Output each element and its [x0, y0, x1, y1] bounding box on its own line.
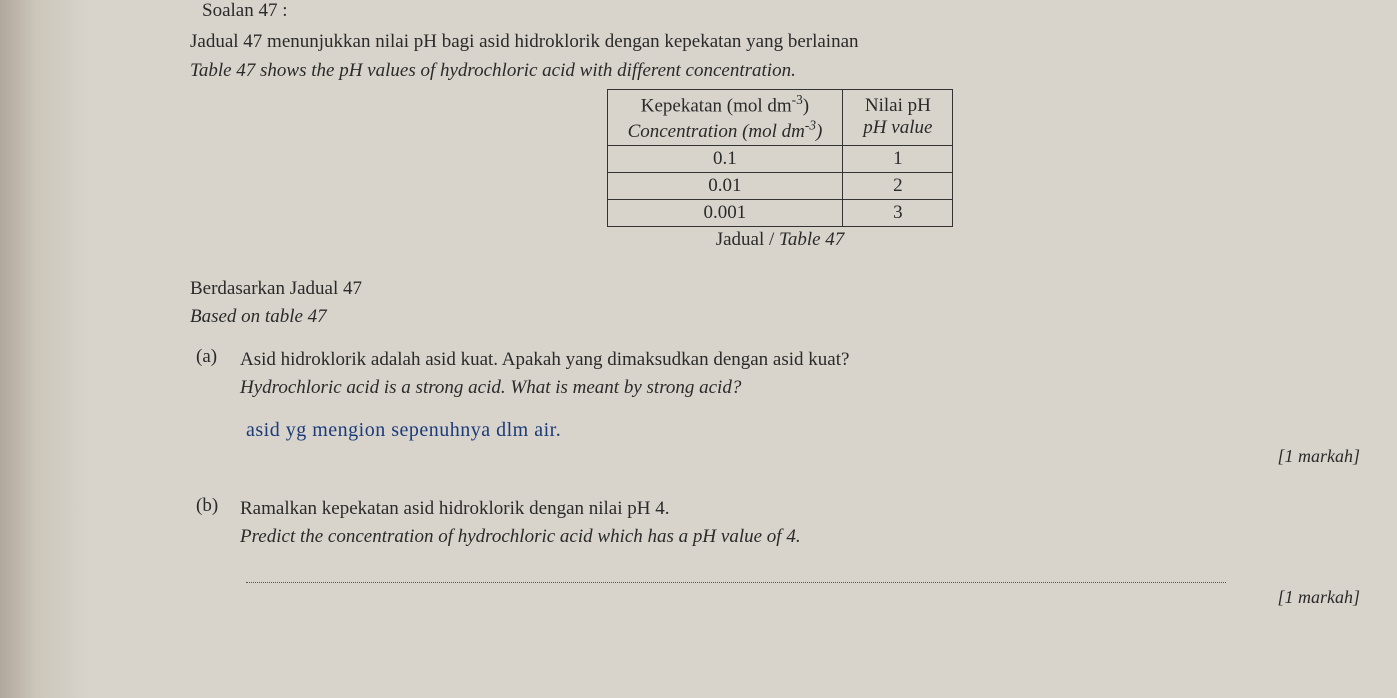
table-caption: Jadual / Table 47: [190, 229, 1370, 251]
part-b: (b) Ramalkan kepekatan asid hidroklorik …: [190, 495, 1370, 552]
marks-a: [1 markah]: [190, 446, 1360, 467]
ph-table: Kepekatan (mol dm-3) Concentration (mol …: [607, 89, 954, 227]
question-text-en: Table 47 shows the pH values of hydrochl…: [190, 57, 1370, 86]
handwritten-answer-a: asid yg mengion sepenuhnya dlm air.: [246, 419, 1370, 442]
based-on-ms: Berdasarkan Jadual 47: [190, 275, 1370, 304]
marks-b: [1 markah]: [190, 587, 1360, 608]
based-on-section: Berdasarkan Jadual 47 Based on table 47: [190, 275, 1370, 332]
based-on-en: Based on table 47: [190, 303, 1370, 332]
cell-ph: 1: [843, 145, 953, 172]
page-content: Soalan 47 : Jadual 47 menunjukkan nilai …: [190, 0, 1370, 608]
book-spine-shadow: [0, 0, 90, 698]
part-b-body: Ramalkan kepekatan asid hidroklorik deng…: [240, 495, 1370, 552]
table-header-row: Kepekatan (mol dm-3) Concentration (mol …: [607, 90, 953, 146]
question-number: Soalan 47 :: [202, 0, 1370, 22]
part-a-ms: Asid hidroklorik adalah asid kuat. Apaka…: [240, 346, 1370, 375]
part-a: (a) Asid hidroklorik adalah asid kuat. A…: [190, 346, 1370, 403]
part-b-label: (b): [190, 495, 240, 552]
header-concentration: Kepekatan (mol dm-3) Concentration (mol …: [607, 90, 843, 146]
table-row: 0.01 2: [607, 172, 953, 199]
cell-conc: 0.01: [607, 172, 843, 199]
part-b-ms: Ramalkan kepekatan asid hidroklorik deng…: [240, 495, 1370, 524]
answer-line-b: [246, 582, 1226, 583]
cell-conc: 0.1: [607, 145, 843, 172]
table-row: 0.1 1: [607, 145, 953, 172]
question-text-ms: Jadual 47 menunjukkan nilai pH bagi asid…: [190, 28, 1370, 57]
table-container: Kepekatan (mol dm-3) Concentration (mol …: [190, 89, 1370, 227]
part-a-en: Hydrochloric acid is a strong acid. What…: [240, 374, 1370, 403]
table-row: 0.001 3: [607, 199, 953, 226]
cell-ph: 3: [843, 199, 953, 226]
cell-conc: 0.001: [607, 199, 843, 226]
part-b-en: Predict the concentration of hydrochlori…: [240, 523, 1370, 552]
cell-ph: 2: [843, 172, 953, 199]
header-ph: Nilai pH pH value: [843, 90, 953, 146]
part-a-body: Asid hidroklorik adalah asid kuat. Apaka…: [240, 346, 1370, 403]
part-a-label: (a): [190, 346, 240, 403]
